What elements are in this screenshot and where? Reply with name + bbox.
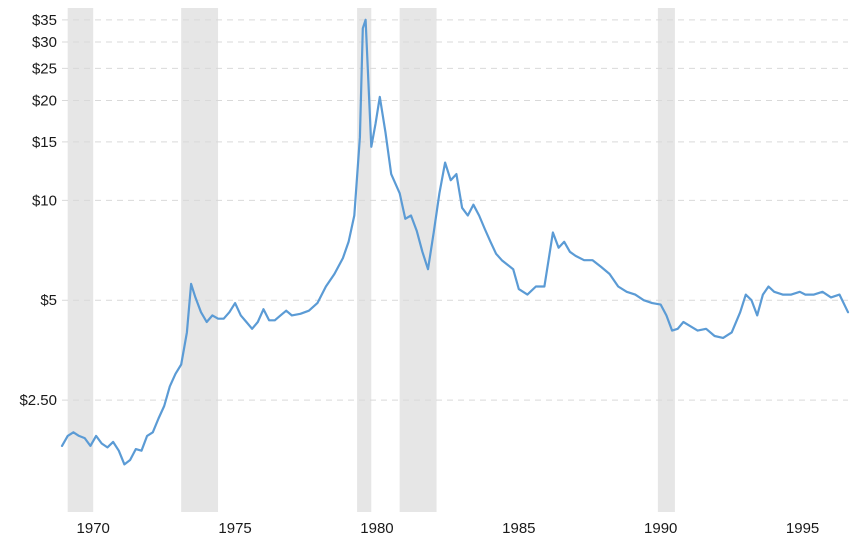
y-axis-tick-labels: $35 $30 $25 $20 $15 $10 $5 $2.50 [19, 12, 57, 409]
y-tick-label: $30 [32, 34, 57, 51]
series-line-1 [60, 18, 850, 466]
y-tick-label: $20 [32, 92, 57, 109]
y-tick-label: $35 [32, 12, 57, 29]
y-tick-label: $2.50 [19, 392, 57, 409]
x-tick-label: 1975 [218, 520, 251, 537]
shaded-period-5 [657, 8, 675, 512]
x-tick-label: 1990 [644, 520, 677, 537]
gridlines [62, 19, 848, 401]
x-tick-label: 1985 [502, 520, 535, 537]
x-tick-label: 1980 [360, 520, 393, 537]
shaded-period-1 [67, 8, 94, 512]
y-tick-label: $5 [40, 292, 57, 309]
y-tick-label: $25 [32, 60, 57, 77]
shaded-period-4 [399, 8, 437, 512]
x-axis-tick-labels: 1970 1975 1980 1985 1990 1995 [77, 520, 820, 537]
y-tick-label: $15 [32, 134, 57, 151]
series-lines [60, 18, 850, 466]
shaded-period-2 [181, 8, 219, 512]
y-tick-label: $10 [32, 192, 57, 209]
x-tick-label: 1970 [77, 520, 110, 537]
x-tick-label: 1995 [786, 520, 819, 537]
